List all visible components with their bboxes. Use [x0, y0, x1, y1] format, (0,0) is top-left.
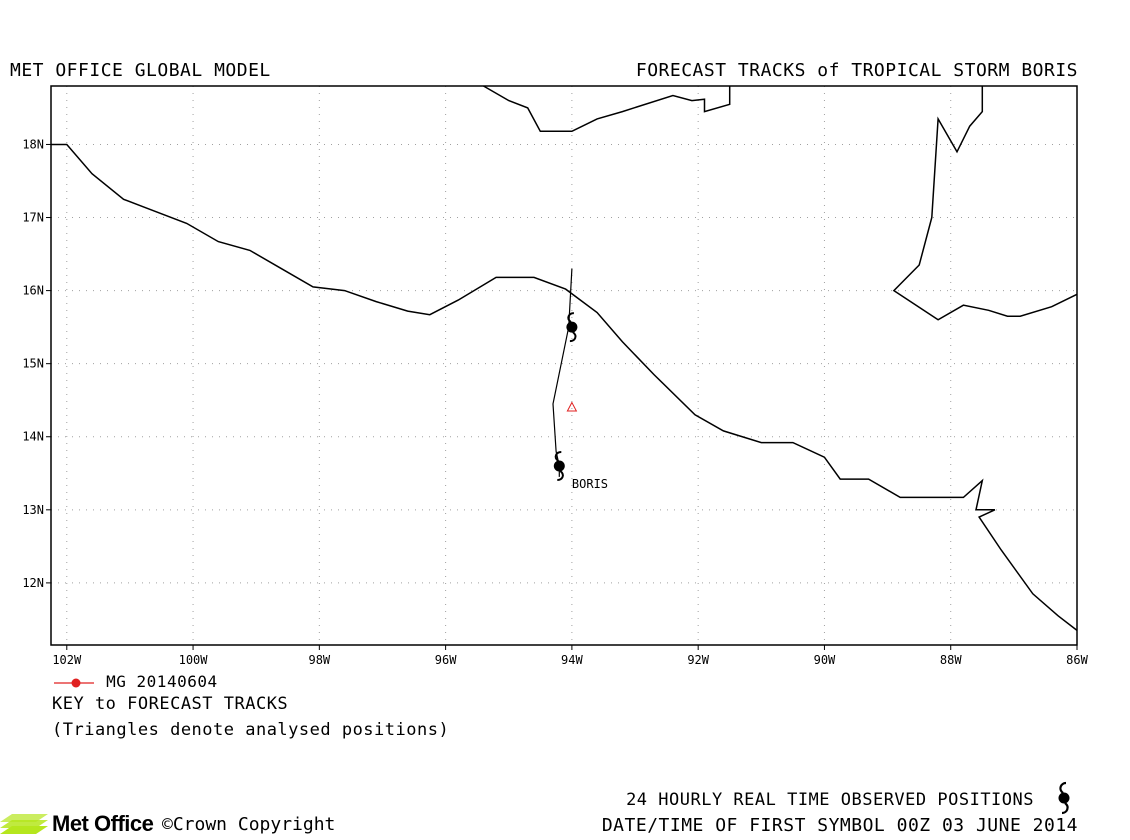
legend-run-label: MG 20140604	[106, 672, 218, 691]
storm-symbol-arm	[569, 331, 577, 343]
coastline	[892, 86, 1078, 321]
coastline	[51, 143, 1078, 631]
axis-labels: 102W 100W 98W 96W 94W 92W 90W 88W 86W 12N 13N 14N 15…	[22, 137, 1088, 667]
coastline	[483, 85, 731, 133]
tick-label-lat: 12N	[22, 576, 44, 590]
tick-label-lat: 18N	[22, 137, 44, 151]
forecast-track-line	[552, 268, 573, 477]
storm-symbol-arm	[557, 470, 564, 481]
title-right: FORECAST TRACKS of TROPICAL STORM BORIS	[635, 60, 1078, 81]
storm-symbol	[566, 312, 578, 343]
hurricane-symbol-icon	[1058, 781, 1070, 815]
storm-symbol	[553, 451, 565, 481]
tick-label-lon: 96W	[435, 653, 457, 667]
coastlines	[51, 85, 1078, 631]
tick-label-lon: 94W	[561, 653, 583, 667]
analysed-position-triangle	[566, 401, 578, 412]
tick-label-lon: 98W	[308, 653, 330, 667]
storm-symbol-core	[566, 321, 578, 333]
observed-positions-text: 24 HOURLY REAL TIME OBSERVED POSITIONS	[626, 790, 1034, 810]
first-symbol-datetime: DATE/TIME OF FIRST SYMBOL 00Z 03 JUNE 20…	[601, 815, 1078, 836]
storm-name-label: BORIS	[572, 477, 608, 491]
tick-label-lon: 86W	[1066, 653, 1088, 667]
copyright-text: ©Crown Copyright	[162, 814, 336, 835]
tick-label-lat: 14N	[22, 430, 44, 444]
map-frame	[50, 85, 1078, 646]
title-left: MET OFFICE GLOBAL MODEL	[10, 60, 271, 81]
legend-run: MG 20140604	[52, 672, 218, 691]
storm-symbol-arm	[567, 312, 575, 323]
tick-label-lat: 17N	[22, 211, 44, 225]
map-grid	[51, 86, 1078, 645]
met-office-logo-icon	[0, 814, 48, 834]
legend-key-note: (Triangles denote analysed positions)	[52, 720, 450, 740]
tick-label-lat: 13N	[22, 503, 44, 517]
red-line-dot-icon	[54, 678, 94, 687]
tick-label-lon: 100W	[179, 653, 209, 667]
met-office-brand: Met Office	[52, 811, 154, 836]
tick-label-lat: 15N	[22, 357, 44, 371]
tick-label-lon: 90W	[814, 653, 836, 667]
tick-label-lon: 88W	[940, 653, 962, 667]
tick-label-lat: 16N	[22, 284, 44, 298]
storm-symbol-arm	[554, 451, 562, 462]
storm-symbol-core	[553, 460, 565, 472]
tick-label-lon: 92W	[687, 653, 709, 667]
forecast-track-layer: BORIS	[552, 268, 608, 491]
legend-key-title: KEY to FORECAST TRACKS	[52, 694, 289, 714]
tick-label-lon: 102W	[52, 653, 82, 667]
